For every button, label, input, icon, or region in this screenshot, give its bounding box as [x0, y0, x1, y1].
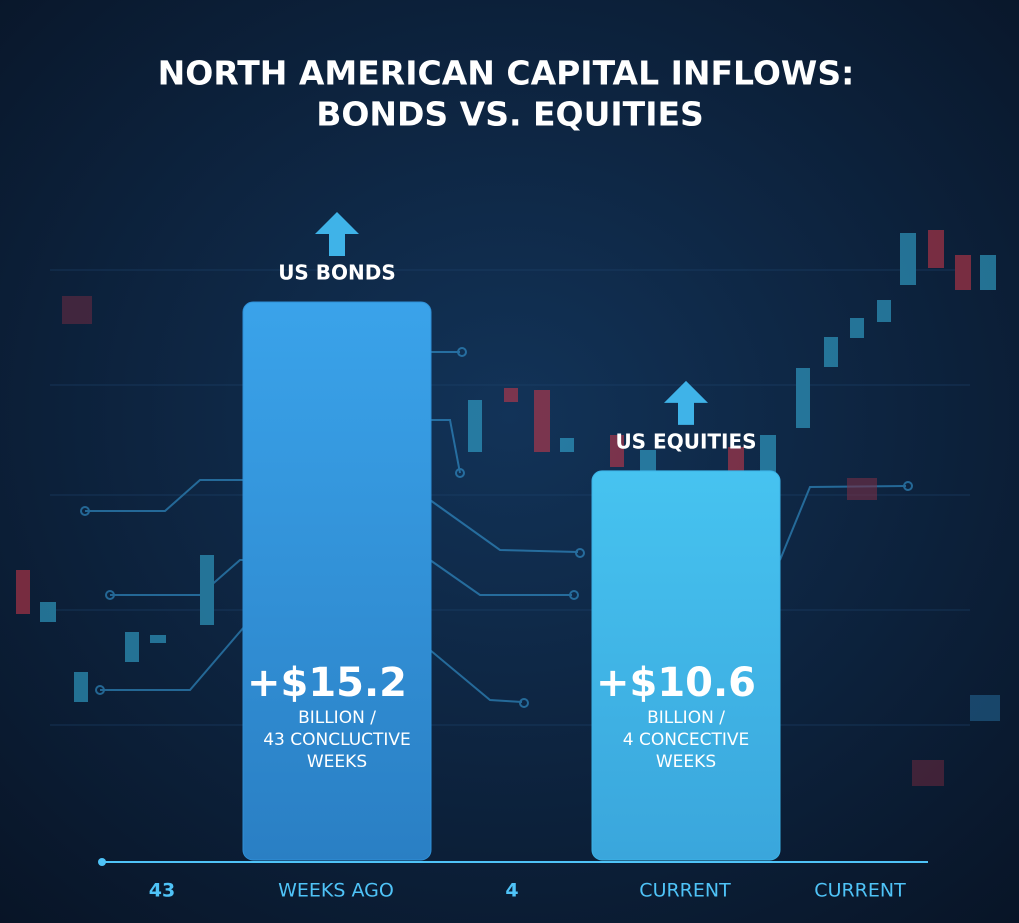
chart-title: BONDS VS. EQUITIES: [316, 95, 704, 134]
bar: [242, 301, 432, 861]
bar: [591, 470, 781, 861]
bar-note: 43 CONCLUCTIVE: [263, 730, 411, 750]
axis-label: 43: [149, 880, 175, 902]
baseline-dot: [98, 858, 106, 866]
value-label: +$10.6: [596, 660, 756, 706]
axis-label: 4: [505, 880, 518, 902]
bar-note: 4 CONCECTIVE: [623, 730, 749, 750]
arrow-icon: [664, 380, 708, 425]
arrow-icon: [315, 212, 359, 256]
chart-title: NORTH AMERICAN CAPITAL INFLOWS:: [158, 54, 855, 93]
axis-label: WEEKS AGO: [278, 880, 394, 902]
bar-note: WEEKS: [656, 752, 716, 772]
bar-note: BILLION /: [647, 708, 725, 728]
value-label: +$15.2: [247, 660, 407, 706]
category-label: US EQUITIES: [615, 429, 756, 453]
bar-note: WEEKS: [307, 752, 367, 772]
bar-note: BILLION /: [298, 708, 376, 728]
axis-label: CURRENT: [814, 880, 906, 902]
axis-label: CURRENT: [639, 880, 731, 902]
category-label: US BONDS: [278, 261, 396, 285]
